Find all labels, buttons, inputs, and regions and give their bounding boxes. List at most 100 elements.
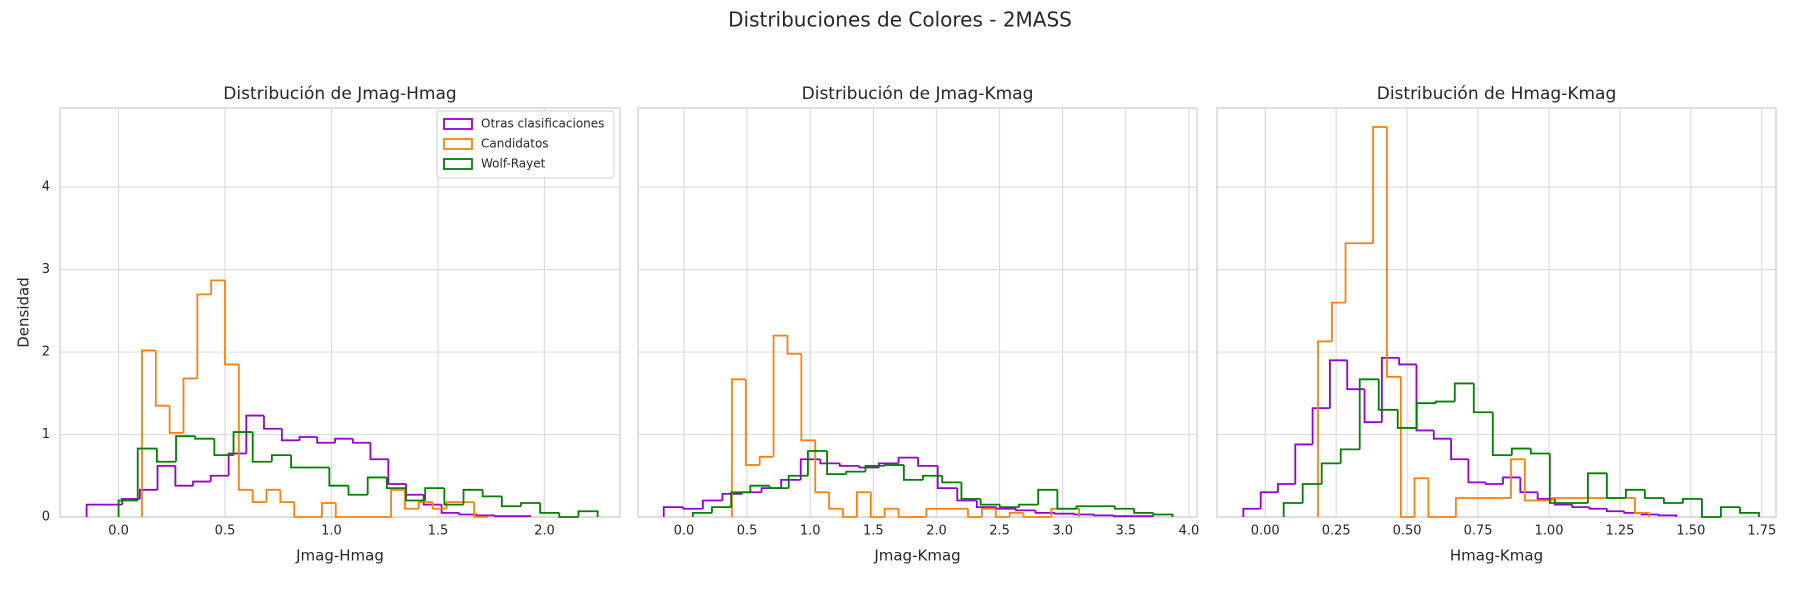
histogram-step [1450, 438, 1469, 461]
histogram-step [265, 488, 281, 503]
histogram-step [691, 511, 712, 517]
histogram-step [826, 451, 847, 476]
x-tick-label: 1.5 [428, 524, 449, 539]
histogram-step [1317, 340, 1332, 517]
histogram-step [85, 503, 105, 517]
histogram-step [936, 465, 958, 490]
histogram-step [902, 465, 924, 481]
histogram-step [864, 464, 885, 472]
histogram-step [701, 499, 723, 509]
histogram-step [780, 478, 801, 489]
histogram-step [209, 474, 229, 482]
histogram-step [1301, 483, 1322, 503]
histogram-step [731, 378, 746, 517]
histogram-step [1551, 497, 1567, 501]
x-tick-label: 0.5 [215, 524, 236, 539]
histogram-step [897, 456, 919, 464]
x-tick-label: 2.5 [989, 524, 1010, 539]
histogram-step [500, 496, 521, 508]
histogram-step [1398, 357, 1417, 366]
histogram-step [1380, 356, 1400, 423]
histogram-step [175, 435, 196, 462]
x-tick-label: 0.75 [1464, 524, 1493, 539]
histogram-step [558, 512, 579, 518]
histogram-step [1484, 482, 1504, 485]
y-tick-label: 0 [42, 510, 50, 525]
histogram-step [819, 459, 840, 465]
x-axis-label: Jmag-Hmag [295, 547, 384, 565]
x-tick-label: 0.0 [674, 524, 695, 539]
histogram-step [405, 488, 426, 502]
histogram-step [1311, 407, 1330, 445]
histogram-step [768, 485, 789, 490]
histogram-step [995, 507, 1016, 510]
histogram-step [316, 437, 336, 444]
histogram-step [1320, 462, 1341, 485]
histogram-step [1054, 512, 1075, 515]
histogram-step [121, 497, 140, 505]
histogram-step [786, 335, 802, 355]
x-axis-label: Hmag-Kmag [1450, 547, 1543, 565]
histogram-step [1657, 514, 1678, 517]
histogram-step [1455, 497, 1470, 517]
histogram-step [1344, 242, 1360, 303]
axes-frame [637, 107, 1198, 518]
histogram-step [154, 350, 170, 407]
histogram-step [1434, 400, 1455, 404]
histogram-step [1372, 126, 1387, 244]
histogram-step [1529, 448, 1550, 455]
histogram-step [334, 437, 353, 443]
histogram-step [366, 476, 387, 495]
histogram-step [1739, 507, 1760, 517]
histogram-step [979, 498, 1000, 506]
histogram-step [1008, 511, 1024, 517]
x-axis-label: Jmag-Kmag [873, 547, 960, 565]
axes-frame [1216, 107, 1777, 518]
histogram-step [251, 489, 267, 504]
histogram-step [405, 484, 424, 496]
x-tick-label: 0.0 [108, 524, 129, 539]
histogram-step [787, 474, 808, 489]
histogram-step [799, 458, 821, 480]
histogram-step [922, 474, 943, 480]
histogram-step [749, 484, 770, 493]
histogram-step [662, 506, 684, 517]
histogram-step [298, 436, 318, 441]
legend-label: Wolf-Rayet [481, 157, 546, 171]
histogram-step [1432, 430, 1452, 440]
histogram-step [980, 507, 996, 517]
histogram-step [1586, 472, 1607, 503]
x-tick-label: 3.0 [1052, 524, 1073, 539]
histogram-step [462, 488, 483, 505]
histogram-step [897, 508, 913, 518]
histogram-step [192, 480, 211, 486]
histogram-step [842, 508, 857, 518]
legend-label: Otras clasificaciones [481, 117, 604, 131]
histogram-step [1277, 483, 1296, 493]
histogram-step [210, 279, 226, 295]
histogram-step [1491, 412, 1512, 457]
legend-swatch [443, 158, 473, 170]
histogram-step [445, 501, 461, 509]
figure-title: Distribuciones de Colores - 2MASS [728, 8, 1072, 32]
histogram-step [856, 491, 871, 517]
histogram-step [390, 488, 405, 517]
histogram-step [473, 502, 488, 518]
subplot-title: Distribución de Jmag-Kmag [802, 84, 1034, 104]
histogram-step [925, 507, 941, 517]
histogram-step [1588, 507, 1607, 510]
histogram-step [136, 447, 157, 501]
histogram-step [577, 510, 599, 517]
histogram-step [1634, 498, 1650, 517]
histogram-step [493, 515, 513, 518]
x-tick-label: 1.25 [1605, 524, 1634, 539]
histogram-step [182, 377, 198, 433]
histogram-step [960, 482, 981, 500]
histogram-step [347, 485, 368, 496]
histogram-step [1510, 458, 1525, 499]
histogram-step [883, 464, 904, 466]
y-tick-label: 1 [42, 427, 50, 442]
y-axis-label: Densidad [15, 277, 33, 348]
histogram-step [967, 508, 982, 518]
